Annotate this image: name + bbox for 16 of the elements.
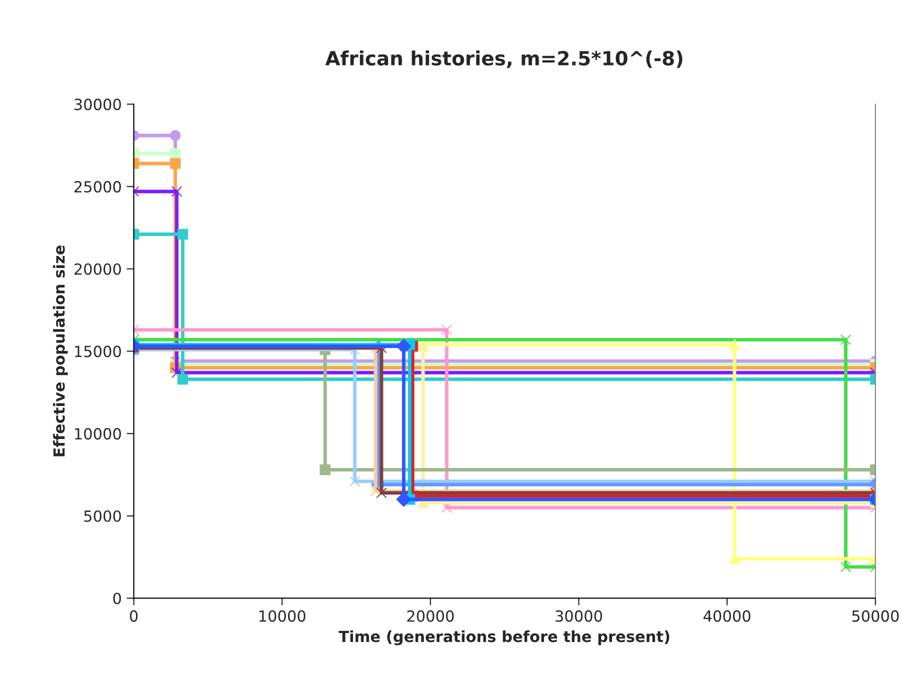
y-tick-label: 15000 <box>75 346 121 358</box>
chart-title: African histories, m=2.5*10^(-8) <box>325 50 682 68</box>
y-tick-label: 25000 <box>74 180 121 193</box>
y-tick-label: 5000 <box>84 510 121 522</box>
x-tick-label: 40000 <box>704 610 750 622</box>
x-tick-label: 30000 <box>556 610 602 622</box>
y-axis-title: Effective population size <box>53 245 68 456</box>
y-tick-label: 20000 <box>74 263 121 275</box>
y-tick-label: 10000 <box>75 428 121 440</box>
x-tick-label: 0 <box>130 610 138 622</box>
x-tick-label: 10000 <box>259 610 306 622</box>
y-tick-label: 30000 <box>74 98 121 110</box>
x-tick-label: 50000 <box>852 610 899 622</box>
y-tick-label: 0 <box>113 592 121 604</box>
x-axis-title: Time (generations before the present) <box>338 630 670 646</box>
x-tick-label: 20000 <box>407 610 454 622</box>
